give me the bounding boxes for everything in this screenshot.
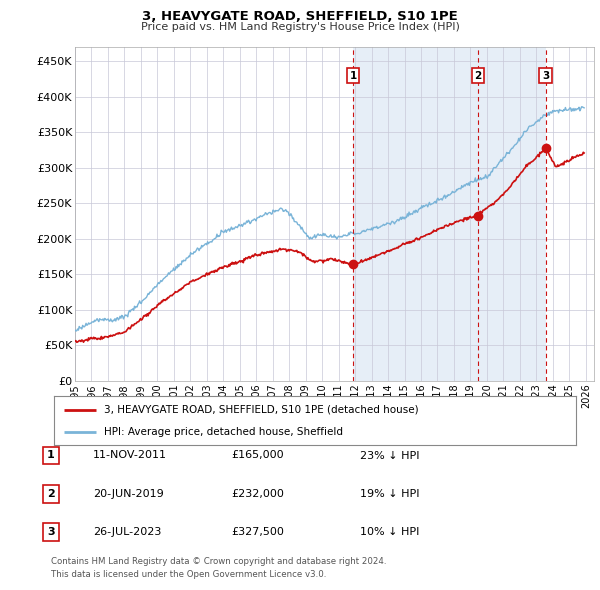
Text: 3: 3	[542, 71, 550, 81]
Text: 23% ↓ HPI: 23% ↓ HPI	[360, 451, 419, 460]
Text: 2: 2	[475, 71, 482, 81]
Text: This data is licensed under the Open Government Licence v3.0.: This data is licensed under the Open Gov…	[51, 571, 326, 579]
Text: £165,000: £165,000	[231, 451, 284, 460]
Text: 11-NOV-2011: 11-NOV-2011	[93, 451, 167, 460]
Text: Price paid vs. HM Land Registry's House Price Index (HPI): Price paid vs. HM Land Registry's House …	[140, 22, 460, 32]
Text: 10% ↓ HPI: 10% ↓ HPI	[360, 527, 419, 537]
Text: 1: 1	[349, 71, 356, 81]
Text: £327,500: £327,500	[231, 527, 284, 537]
Text: HPI: Average price, detached house, Sheffield: HPI: Average price, detached house, Shef…	[104, 427, 343, 437]
Text: £232,000: £232,000	[231, 489, 284, 499]
Text: 3, HEAVYGATE ROAD, SHEFFIELD, S10 1PE: 3, HEAVYGATE ROAD, SHEFFIELD, S10 1PE	[142, 10, 458, 23]
Bar	[353, 47, 546, 381]
Text: 2: 2	[47, 489, 55, 499]
Text: 3: 3	[47, 527, 55, 537]
Text: 26-JUL-2023: 26-JUL-2023	[93, 527, 161, 537]
Text: 20-JUN-2019: 20-JUN-2019	[93, 489, 164, 499]
Text: 19% ↓ HPI: 19% ↓ HPI	[360, 489, 419, 499]
Text: 1: 1	[47, 451, 55, 460]
Text: Contains HM Land Registry data © Crown copyright and database right 2024.: Contains HM Land Registry data © Crown c…	[51, 558, 386, 566]
Text: 3, HEAVYGATE ROAD, SHEFFIELD, S10 1PE (detached house): 3, HEAVYGATE ROAD, SHEFFIELD, S10 1PE (d…	[104, 405, 418, 415]
